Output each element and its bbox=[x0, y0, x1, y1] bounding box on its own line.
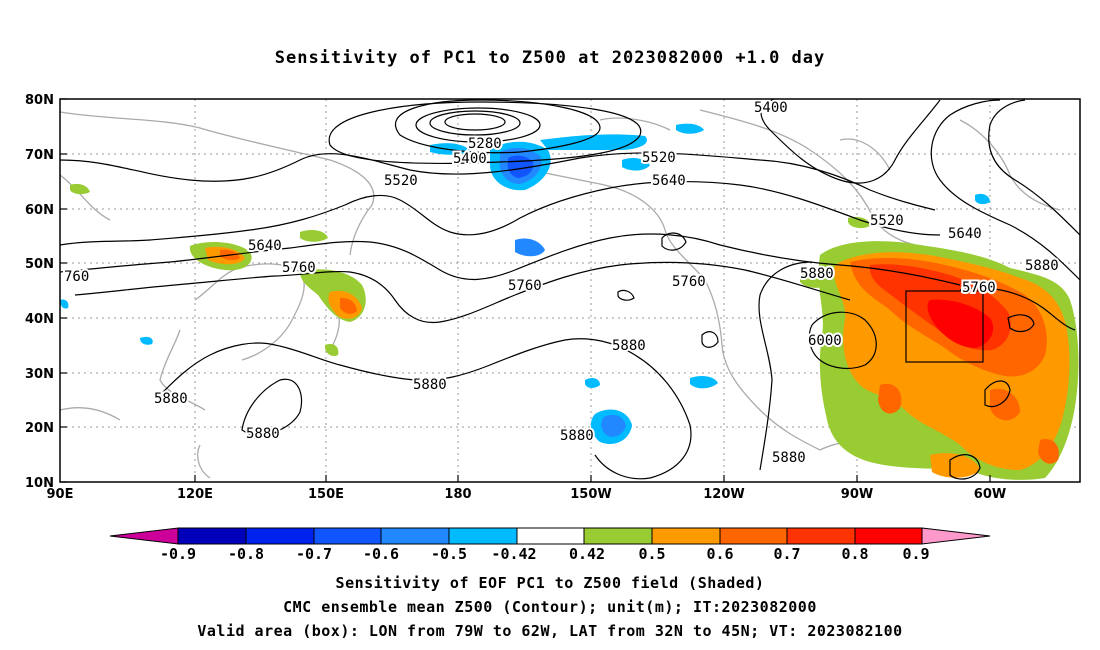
colorbar-tick-label: -0.8 bbox=[228, 545, 264, 563]
contour-label: 5400 bbox=[754, 100, 788, 116]
contour-label: 5880 bbox=[800, 266, 834, 282]
contour-label: 5880 bbox=[246, 426, 280, 442]
colorbar bbox=[109, 527, 991, 545]
colorbar-segment bbox=[854, 527, 923, 545]
sensitivity-shading bbox=[60, 123, 1079, 480]
colorbar-labels: -0.9 -0.8 -0.7 -0.6 -0.5 -0.42 0.42 0.5 … bbox=[160, 545, 930, 563]
lat-label: 80N bbox=[25, 93, 54, 108]
contour-label: 5880 bbox=[612, 338, 646, 354]
lon-label: 60W bbox=[974, 487, 1006, 502]
contour-label: 5520 bbox=[384, 173, 418, 189]
lon-label: 120E bbox=[177, 487, 213, 502]
colorbar-segment bbox=[448, 527, 518, 545]
lat-label: 40N bbox=[25, 312, 54, 327]
lat-label: 20N bbox=[25, 421, 54, 436]
colorbar-high-triangle bbox=[921, 527, 991, 545]
contour-label: 5760 bbox=[962, 280, 996, 296]
contour-label: 5880 bbox=[772, 450, 806, 466]
contour-label: 5760 bbox=[508, 278, 542, 294]
contour-label: 5520 bbox=[642, 150, 676, 166]
colorbar-tick-label: 0.9 bbox=[902, 545, 929, 563]
colorbar-tick-label: -0.42 bbox=[491, 545, 536, 563]
colorbar-segment bbox=[719, 527, 788, 545]
colorbar-segment bbox=[177, 527, 247, 545]
lon-label: 90W bbox=[841, 487, 873, 502]
lon-label: 150E bbox=[308, 487, 344, 502]
lat-label: 50N bbox=[25, 257, 54, 272]
colorbar-tick-label: 0.42 bbox=[569, 545, 605, 563]
lon-label: 90E bbox=[47, 487, 74, 502]
contour-label: 5400 bbox=[453, 151, 487, 167]
lat-label: 30N bbox=[25, 367, 54, 382]
axis-ticks bbox=[60, 98, 991, 483]
contour-label: 5880 bbox=[413, 377, 447, 393]
colorbar-low-triangle bbox=[109, 527, 179, 545]
colorbar-tick-label: -0.6 bbox=[363, 545, 399, 563]
lat-label: 60N bbox=[25, 203, 54, 218]
map-area: 5280 5400 5400 5520 5520 5520 5640 5640 … bbox=[59, 98, 1081, 483]
colorbar-segment bbox=[380, 527, 450, 545]
contour-label: 5640 bbox=[948, 226, 982, 242]
contour-label: 5280 bbox=[468, 136, 502, 152]
contour-label: 5880 bbox=[560, 428, 594, 444]
chart-title: Sensitivity of PC1 to Z500 at 2023082000… bbox=[274, 48, 826, 68]
valid-area-box bbox=[905, 290, 984, 363]
caption-valid-area: Valid area (box): LON from 79W to 62W, L… bbox=[197, 622, 903, 640]
colorbar-segment bbox=[245, 527, 315, 545]
contour-label: 5520 bbox=[870, 213, 904, 229]
contour-label: 5640 bbox=[652, 173, 686, 189]
colorbar-segment bbox=[516, 527, 585, 545]
colorbar-tick-label: 0.7 bbox=[773, 545, 800, 563]
contour-label: 6000 bbox=[808, 333, 842, 349]
contour-label: 5760 bbox=[282, 260, 316, 276]
contour-label: 5880 bbox=[154, 391, 188, 407]
colorbar-segment bbox=[651, 527, 721, 545]
colorbar-segment bbox=[313, 527, 382, 545]
colorbar-tick-label: -0.9 bbox=[160, 545, 196, 563]
contour-label: 5760 bbox=[672, 274, 706, 290]
colorbar-tick-label: 0.5 bbox=[638, 545, 665, 563]
colorbar-segment bbox=[786, 527, 856, 545]
caption-shading: Sensitivity of EOF PC1 to Z500 field (Sh… bbox=[335, 574, 765, 592]
contour-label: 5880 bbox=[1025, 258, 1059, 274]
longitude-labels: 90E 120E 150E 180 150W 120W 90W 60W bbox=[47, 487, 1007, 502]
contour-label: 760 bbox=[64, 269, 89, 285]
caption-contour: CMC ensemble mean Z500 (Contour); unit(m… bbox=[283, 598, 817, 616]
lat-label: 70N bbox=[25, 148, 54, 163]
lon-label: 120W bbox=[703, 487, 744, 502]
lat-label: 10N bbox=[25, 476, 54, 491]
z500-contours bbox=[59, 99, 1081, 480]
colorbar-tick-label: -0.5 bbox=[431, 545, 467, 563]
latitude-labels: 80N 70N 60N 50N 40N 30N 20N 10N bbox=[25, 93, 54, 491]
colorbar-tick-label: -0.7 bbox=[296, 545, 332, 563]
lon-label: 180 bbox=[444, 487, 471, 502]
lon-label: 150W bbox=[570, 487, 611, 502]
contour-label: 5640 bbox=[248, 238, 282, 254]
colorbar-tick-label: 0.6 bbox=[706, 545, 733, 563]
colorbar-tick-label: 0.8 bbox=[841, 545, 868, 563]
colorbar-segment bbox=[583, 527, 653, 545]
contour-labels: 5280 5400 5400 5520 5520 5520 5640 5640 … bbox=[62, 98, 1061, 468]
